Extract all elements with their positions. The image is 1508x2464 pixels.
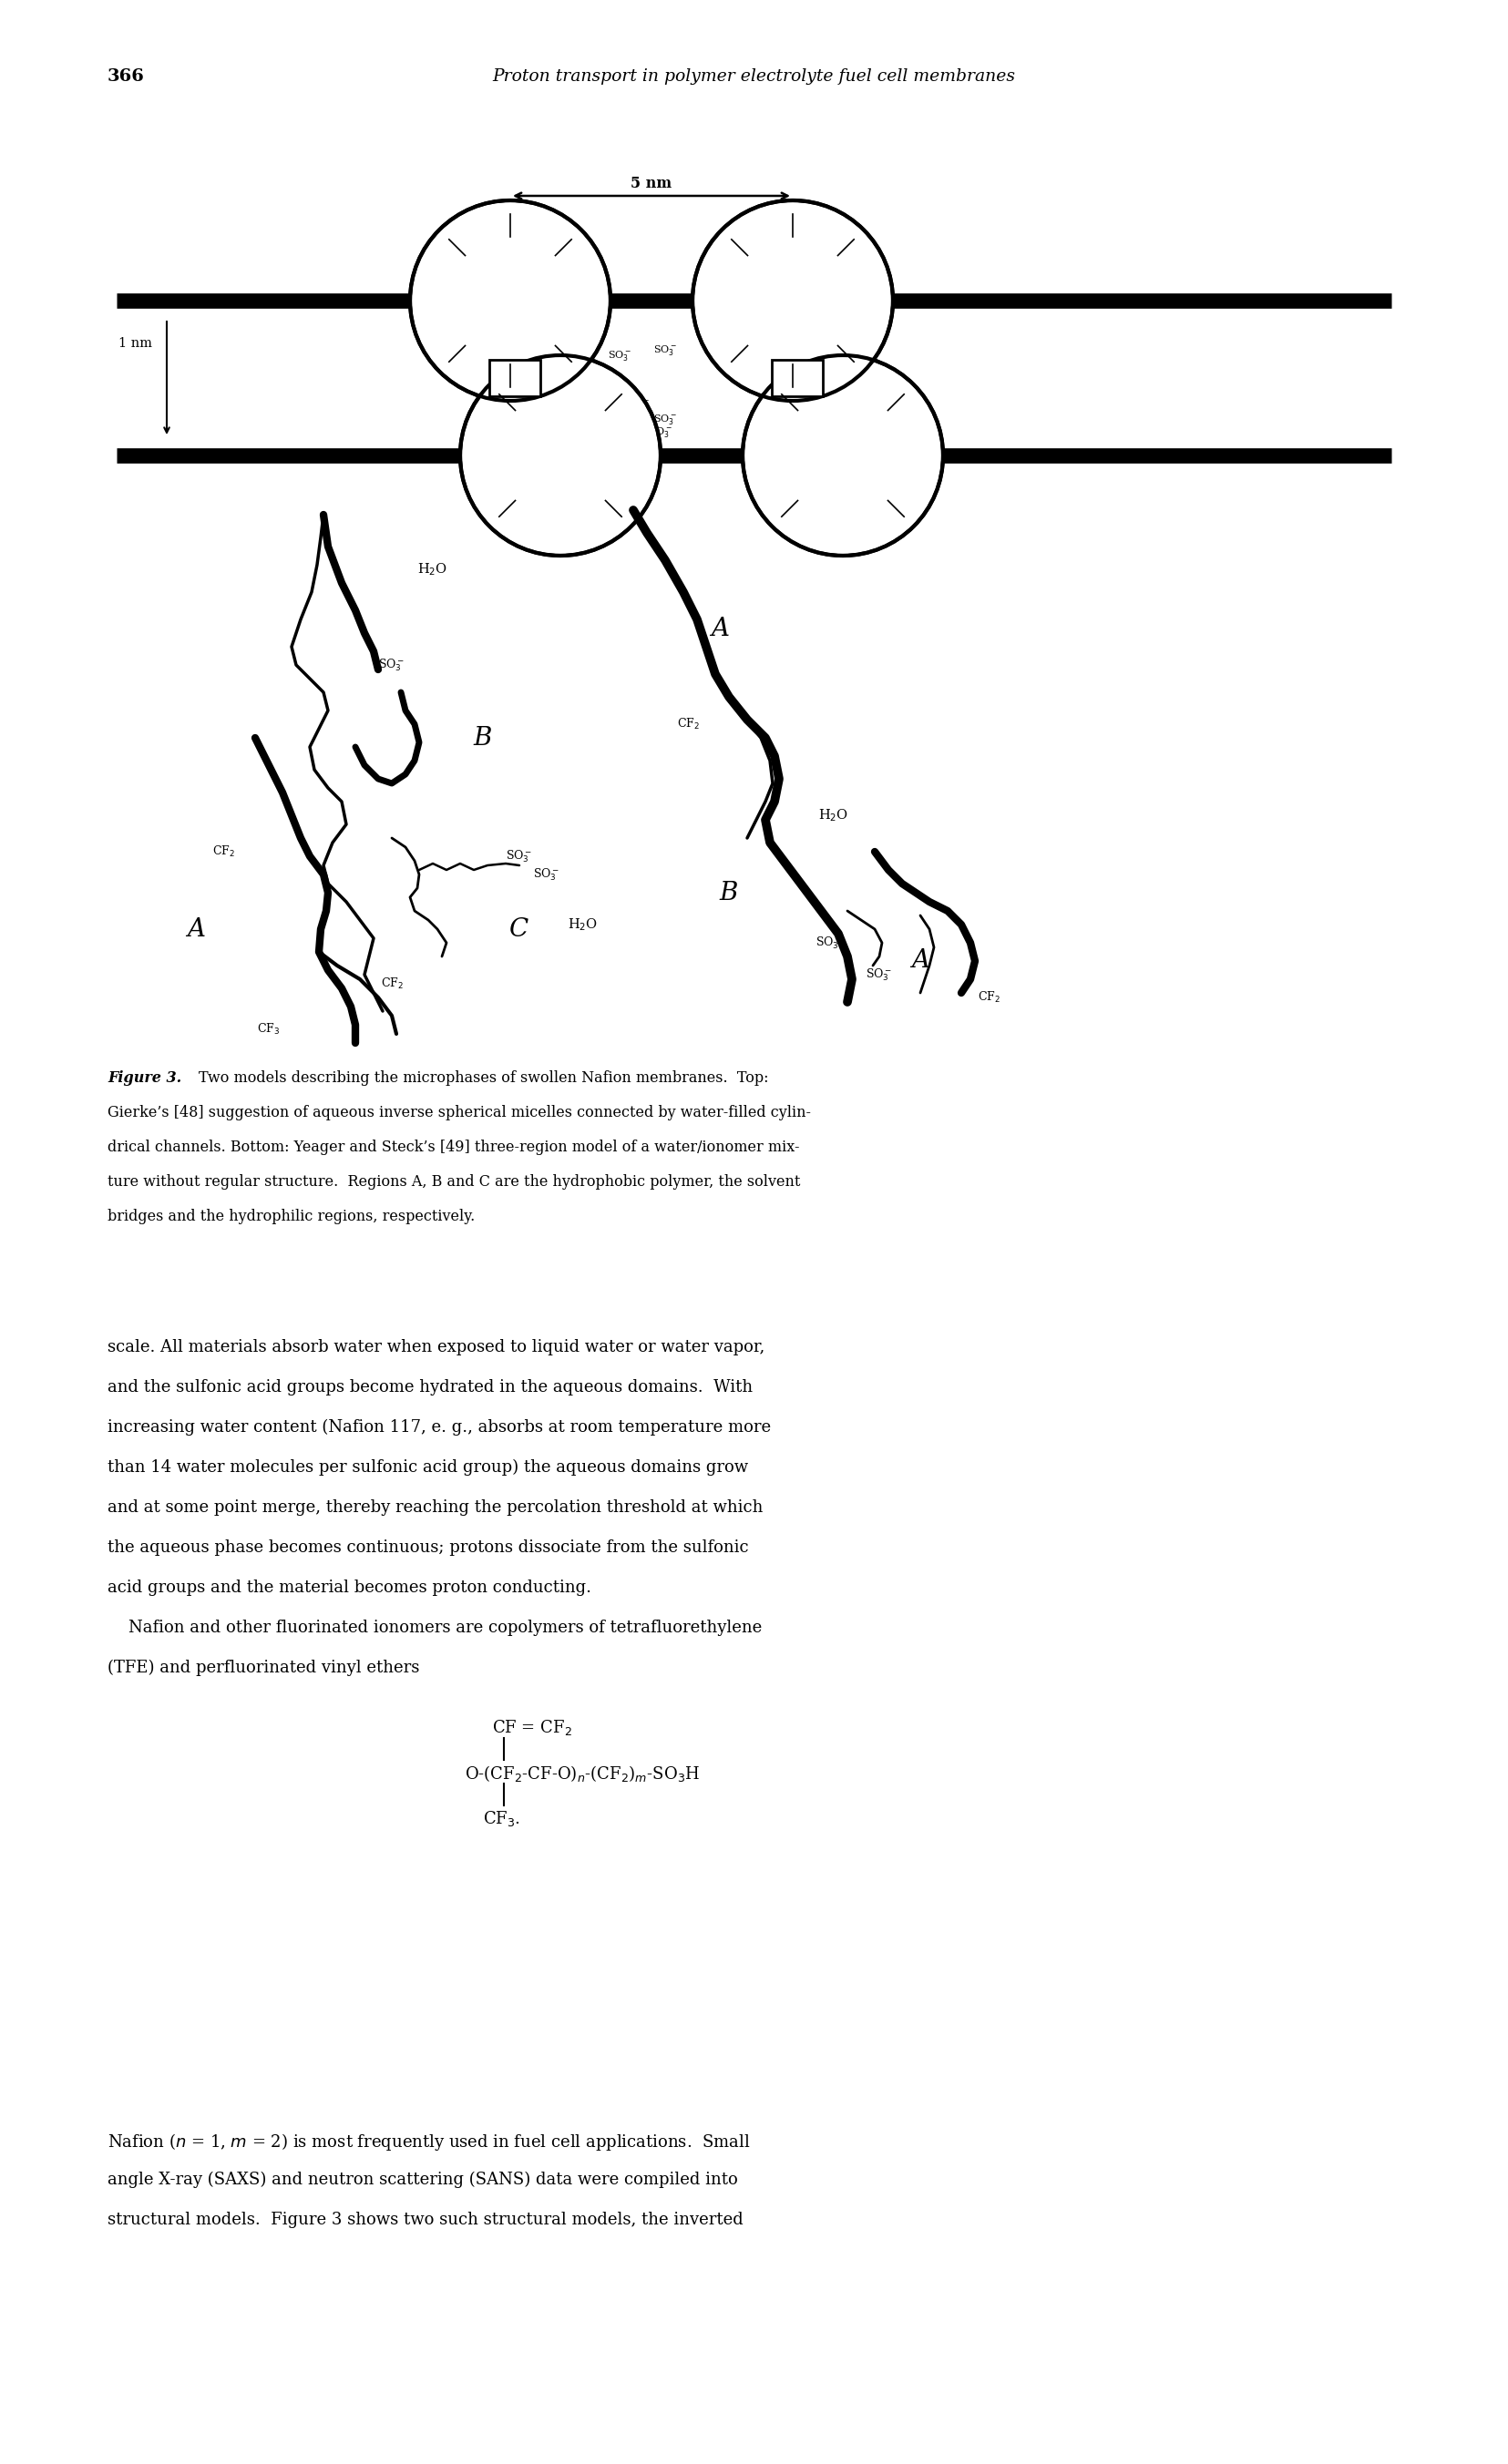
Text: SO$_3^-$: SO$_3^-$ (626, 399, 650, 411)
Text: Gierke’s [48] suggestion of aqueous inverse spherical micelles connected by wate: Gierke’s [48] suggestion of aqueous inve… (107, 1104, 811, 1121)
Text: CF$_2$: CF$_2$ (380, 976, 403, 991)
Text: B: B (474, 724, 492, 749)
Text: SO$_3^-$: SO$_3^-$ (822, 456, 846, 473)
Text: SO$_3^-$: SO$_3^-$ (526, 357, 549, 372)
Text: SO$_3^-$: SO$_3^-$ (817, 483, 841, 500)
Text: 5 nm: 5 nm (630, 175, 673, 192)
Text: CF$_3$: CF$_3$ (258, 1023, 280, 1037)
Bar (772, 360, 823, 397)
Circle shape (742, 355, 942, 557)
Text: SO$_3^-$: SO$_3^-$ (648, 426, 673, 439)
Text: SO$_3^-$: SO$_3^-$ (816, 934, 843, 951)
Text: SO$_3^-$: SO$_3^-$ (516, 261, 541, 276)
Text: drical channels. Bottom: Yeager and Steck’s [49] three-region model of a water/i: drical channels. Bottom: Yeager and Stec… (107, 1138, 799, 1156)
Text: CF = CF$_2$: CF = CF$_2$ (492, 1717, 572, 1737)
Text: C: C (510, 917, 529, 941)
Text: SO$_3^-$: SO$_3^-$ (522, 407, 544, 421)
Text: Two models describing the microphases of swollen Nafion membranes.  Top:: Two models describing the microphases of… (199, 1069, 769, 1087)
Text: SO$_3^-$: SO$_3^-$ (538, 456, 564, 473)
Text: angle X-ray (SAXS) and neutron scattering (SANS) data were compiled into: angle X-ray (SAXS) and neutron scatterin… (107, 2171, 737, 2188)
Text: A: A (710, 616, 728, 641)
Text: SO$_3^-$: SO$_3^-$ (766, 320, 792, 335)
Circle shape (745, 357, 941, 552)
Text: scale. All materials absorb water when exposed to liquid water or water vapor,: scale. All materials absorb water when e… (107, 1338, 765, 1355)
Text: SO$_3^-$: SO$_3^-$ (653, 411, 677, 426)
Text: CF$_2$: CF$_2$ (211, 845, 235, 860)
Text: SO$_3^-$: SO$_3^-$ (752, 261, 778, 276)
Circle shape (692, 200, 893, 402)
Text: C: C (546, 525, 566, 549)
Text: SO$_3^-$: SO$_3^-$ (566, 416, 591, 431)
Bar (489, 360, 540, 397)
Circle shape (695, 202, 890, 399)
Text: SO$_3^-$: SO$_3^-$ (570, 503, 596, 517)
Circle shape (413, 202, 608, 399)
Text: SO$_3^-$: SO$_3^-$ (493, 421, 517, 436)
Text: SO$_3^-$: SO$_3^-$ (854, 503, 878, 517)
Text: SO$_3^-$: SO$_3^-$ (653, 345, 677, 357)
Text: H$_2$O: H$_2$O (819, 808, 849, 823)
Text: SO$_3^-$: SO$_3^-$ (798, 261, 823, 276)
Text: CF$_3$.: CF$_3$. (483, 1809, 520, 1828)
Text: ture without regular structure.  Regions A, B and C are the hydrophobic polymer,: ture without regular structure. Regions … (107, 1175, 801, 1190)
Text: SO$_3^-$: SO$_3^-$ (608, 347, 632, 362)
Circle shape (410, 200, 611, 402)
Text: SO$_3^-$: SO$_3^-$ (470, 261, 496, 276)
Text: than 14 water molecules per sulfonic acid group) the aqueous domains grow: than 14 water molecules per sulfonic aci… (107, 1459, 748, 1476)
Text: H$_2$O: H$_2$O (569, 917, 599, 934)
Text: SO$_3^-$: SO$_3^-$ (493, 394, 517, 407)
Text: Proton transport in polymer electrolyte fuel cell membranes: Proton transport in polymer electrolyte … (493, 69, 1015, 84)
Text: A: A (187, 917, 205, 941)
Text: SO$_3^-$: SO$_3^-$ (484, 352, 508, 367)
Text: SO$_3^-$: SO$_3^-$ (507, 848, 532, 865)
Text: H$_2$O: H$_2$O (418, 562, 448, 577)
Text: SO$_3^-$: SO$_3^-$ (516, 338, 541, 355)
Text: SO$_3^-$: SO$_3^-$ (520, 416, 546, 431)
Circle shape (463, 357, 657, 552)
Text: 1 nm: 1 nm (118, 338, 152, 350)
Text: SO$_3^-$: SO$_3^-$ (849, 416, 873, 431)
Text: acid groups and the material becomes proton conducting.: acid groups and the material becomes pro… (107, 1579, 591, 1597)
Text: O-(CF$_2$-CF-O)$_n$-(CF$_2$)$_m$-SO$_3$H: O-(CF$_2$-CF-O)$_n$-(CF$_2$)$_m$-SO$_3$H (464, 1764, 700, 1784)
Circle shape (460, 355, 661, 557)
Text: SO$_3^-$: SO$_3^-$ (534, 867, 559, 882)
Text: CF$_2$: CF$_2$ (977, 991, 1000, 1005)
Text: CF$_2$: CF$_2$ (677, 717, 700, 732)
Text: SO$_3^-$: SO$_3^-$ (802, 416, 828, 431)
Text: structural models.  Figure 3 shows two such structural models, the inverted: structural models. Figure 3 shows two su… (107, 2213, 743, 2227)
Text: and the sulfonic acid groups become hydrated in the aqueous domains.  With: and the sulfonic acid groups become hydr… (107, 1380, 752, 1395)
Text: bridges and the hydrophilic regions, respectively.: bridges and the hydrophilic regions, res… (107, 1210, 475, 1225)
Text: SO$_3^-$: SO$_3^-$ (866, 966, 893, 983)
Text: increasing water content (Nafion 117, e. g., absorbs at room temperature more: increasing water content (Nafion 117, e.… (107, 1419, 771, 1437)
Text: (TFE) and perfluorinated vinyl ethers: (TFE) and perfluorinated vinyl ethers (107, 1661, 419, 1676)
Text: SO$_3^-$: SO$_3^-$ (771, 283, 796, 301)
Text: SO$_3^-$: SO$_3^-$ (534, 483, 559, 500)
Text: Nafion ($n$ = 1, $m$ = 2) is most frequently used in fuel cell applications.  Sm: Nafion ($n$ = 1, $m$ = 2) is most freque… (107, 2131, 751, 2154)
Text: Figure 3.: Figure 3. (107, 1069, 181, 1087)
Text: SO$_3^-$: SO$_3^-$ (379, 658, 406, 673)
Text: and at some point merge, thereby reaching the percolation threshold at which: and at some point merge, thereby reachin… (107, 1501, 763, 1515)
Text: the aqueous phase becomes continuous; protons dissociate from the sulfonic: the aqueous phase becomes continuous; pr… (107, 1540, 748, 1555)
Text: 4 nm: 4 nm (436, 293, 470, 308)
Text: SO$_3^-$: SO$_3^-$ (489, 283, 514, 301)
Text: SO$_3^-$: SO$_3^-$ (798, 338, 823, 355)
Text: A: A (911, 949, 929, 973)
Text: B: B (719, 880, 739, 904)
Text: SO$_3^-$: SO$_3^-$ (484, 320, 510, 335)
Text: 366: 366 (107, 69, 145, 84)
Text: Nafion and other fluorinated ionomers are copolymers of tetrafluorethylene: Nafion and other fluorinated ionomers ar… (107, 1619, 762, 1636)
